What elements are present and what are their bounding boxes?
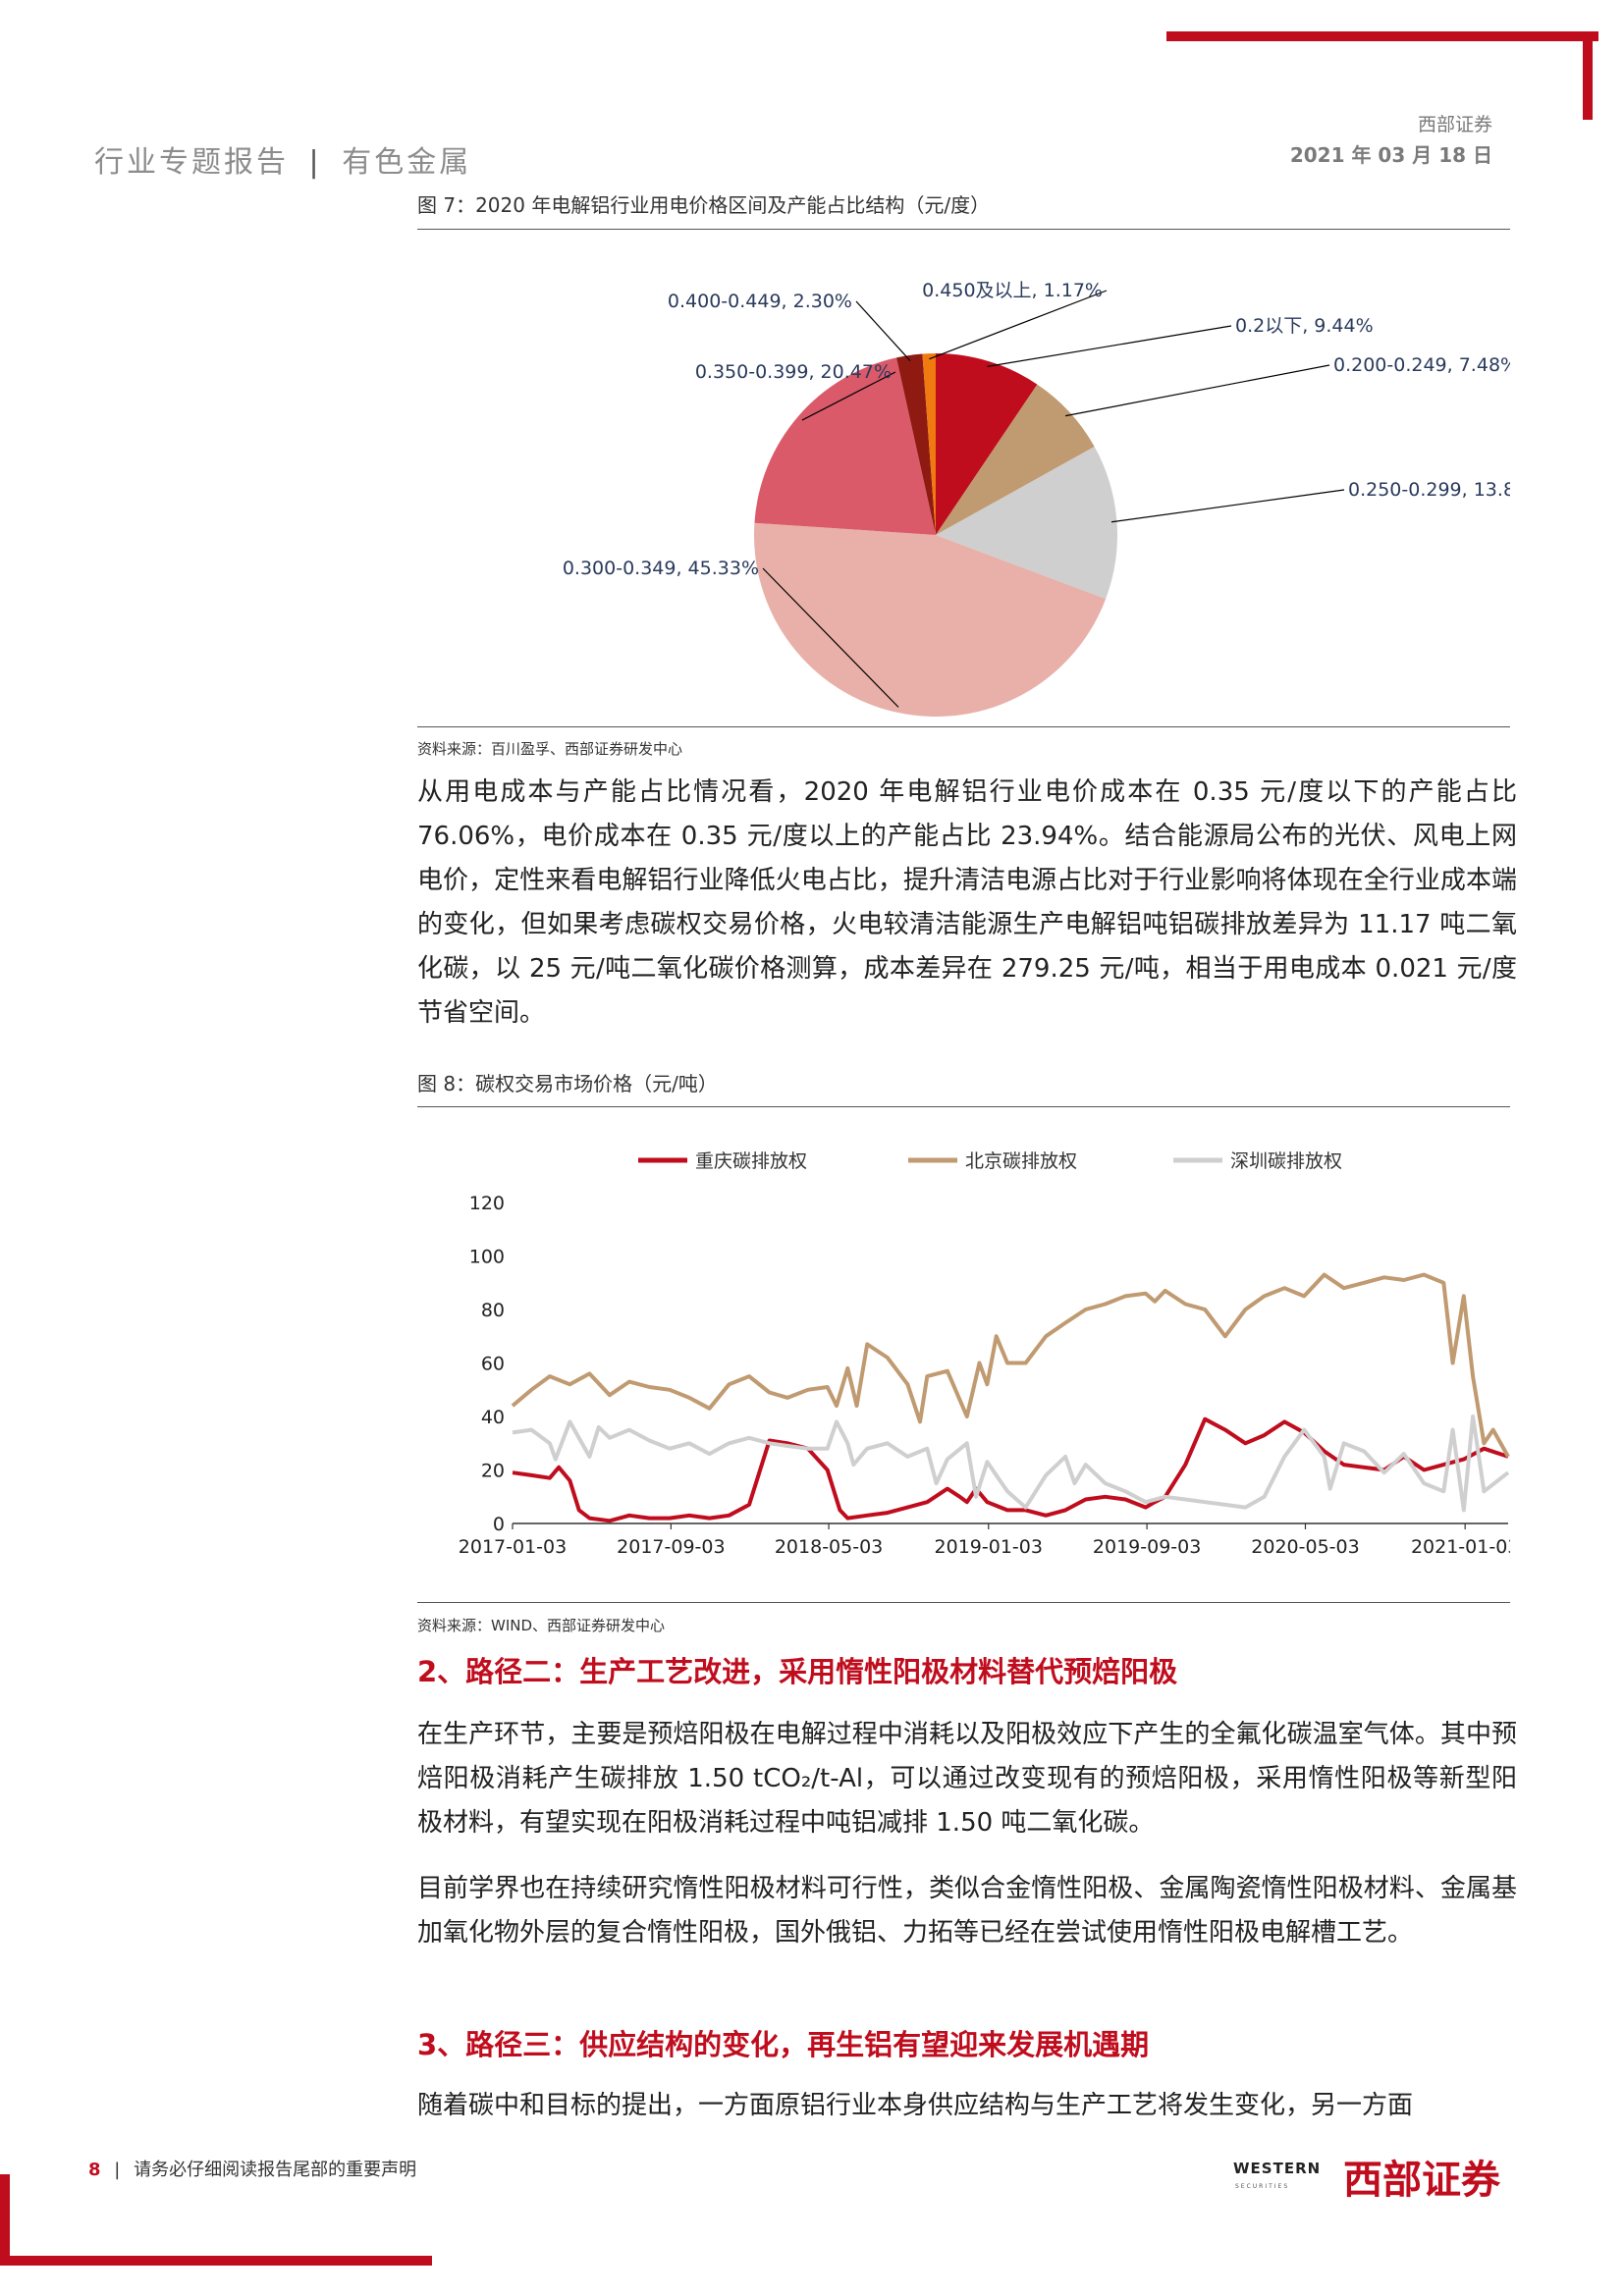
series-line-1	[511, 1272, 1510, 1458]
section3-heading: 3、路径三：供应结构的变化，再生铝有望迎来发展机遇期	[417, 2028, 1150, 2061]
industry-name: 有色金属	[342, 145, 472, 180]
series-line-0	[512, 1416, 1509, 1523]
pie-slice-6	[922, 353, 936, 535]
y-tick-label: 0	[493, 1514, 505, 1535]
pie-label-2: 0.250-0.299, 13.81%	[1348, 479, 1510, 501]
x-tick-label: 2017-09-03	[617, 1536, 725, 1558]
page-number: 8	[88, 2160, 101, 2180]
y-tick-label: 80	[481, 1300, 505, 1321]
paragraph-research: 目前学界也在持续研究惰性阳极材料可行性，类似合金惰性阳极、金属陶瓷惰性阳极材料、…	[417, 1867, 1517, 1955]
report-date: 2021 年 03 月 18 日	[1289, 143, 1492, 167]
y-tick-label: 60	[481, 1354, 505, 1375]
x-tick-label: 2019-09-03	[1093, 1536, 1201, 1558]
pie-slice-3	[754, 522, 1107, 717]
pie-slice-4	[754, 357, 936, 535]
pie-leader-line-3	[762, 567, 899, 708]
series-line-2	[512, 1415, 1510, 1513]
y-tick-label: 20	[481, 1461, 505, 1482]
paragraph-supply: 随着碳中和目标的提出，一方面原铝行业本身供应结构与生产工艺将发生变化，另一方面	[417, 2084, 1517, 2128]
figure7-source: 资料来源：百川盈孚、西部证券研发中心	[417, 740, 683, 758]
corner-accent-top	[1166, 31, 1598, 41]
pie-leader-line-6	[929, 290, 1108, 360]
pie-slice-2	[936, 447, 1117, 600]
pie-leader-line-2	[1110, 489, 1345, 523]
pie-label-6: 0.450及以上, 1.17%	[922, 280, 1103, 301]
section2-heading: 2、路径二：生产工艺改进，采用惰性阳极材料替代预焙阳极	[417, 1655, 1178, 1688]
company-name: 西部证券	[1417, 114, 1492, 135]
report-type: 行业专题报告	[94, 145, 289, 180]
x-tick-label: 2021-01-03	[1411, 1536, 1510, 1558]
paragraph-text: 目前学界也在持续研究惰性阳极材料可行性，类似合金惰性阳极、金属陶瓷惰性阳极材料、…	[417, 1874, 1517, 1948]
pie-leader-line-0	[987, 325, 1232, 367]
pie-leader-line-4	[801, 371, 896, 421]
pie-label-3: 0.300-0.349, 45.33%	[563, 558, 759, 579]
paragraph-power-cost: 从用电成本与产能占比情况看，2020 年电解铝行业电价成本在 0.35 元/度以…	[417, 771, 1517, 1036]
pie-label-0: 0.2以下, 9.44%	[1235, 315, 1374, 337]
pie-leader-line-5	[855, 300, 911, 361]
pie-label-5: 0.400-0.449, 2.30%	[668, 291, 852, 312]
corner-accent-bottom	[0, 2256, 432, 2266]
legend-label-0: 重庆碳排放权	[695, 1150, 807, 1172]
footer-notice: 8 | 请务必仔细阅读报告尾部的重要声明	[88, 2156, 416, 2181]
x-tick-label: 2017-01-03	[459, 1536, 567, 1558]
x-tick-label: 2020-05-03	[1251, 1536, 1359, 1558]
legend-label-1: 北京碳排放权	[965, 1150, 1077, 1172]
paragraph-inert-anode: 在生产环节，主要是预焙阳极在电解过程中消耗以及阳极效应下产生的全氟化碳温室气体。…	[417, 1713, 1517, 1845]
disclaimer-text: 请务必仔细阅读报告尾部的重要声明	[134, 2160, 417, 2180]
y-tick-label: 120	[469, 1193, 505, 1214]
x-tick-label: 2019-01-03	[935, 1536, 1043, 1558]
corner-accent-top-vertical	[1583, 31, 1593, 120]
logo-english-sub: SECURITIES	[1235, 2183, 1290, 2190]
x-tick-label: 2018-05-03	[775, 1536, 883, 1558]
pie-leader-line-1	[1065, 364, 1330, 417]
figure8-source: 资料来源：WIND、西部证券研发中心	[417, 1617, 666, 1634]
figure8-top-rule	[417, 1106, 1510, 1107]
figure7-pie-chart: 0.2以下, 9.44% 0.200-0.249, 7.48% 0.250-0.29…	[563, 280, 1510, 717]
figure8-line-chart: 重庆碳排放权 北京碳排放权 深圳碳排放权 0 20 40 60 80 100 120 2017-…	[459, 1150, 1510, 1558]
corner-accent-bottom-vertical	[0, 2174, 10, 2266]
figure7-bottom-rule	[417, 726, 1510, 727]
header-separator: |	[308, 145, 322, 180]
figure7-top-rule	[417, 229, 1510, 230]
y-tick-label: 100	[469, 1247, 505, 1268]
pie-slice-0	[936, 353, 1038, 535]
pie-slice-1	[936, 384, 1095, 535]
pie-label-4: 0.350-0.399, 20.47%	[695, 361, 892, 383]
footer-separator: |	[114, 2160, 121, 2180]
pie-slice-5	[895, 353, 936, 535]
pie-label-1: 0.200-0.249, 7.48%	[1333, 354, 1510, 376]
paragraph-text: 在生产环节，主要是预焙阳极在电解过程中消耗以及阳极效应下产生的全氟化碳温室气体。…	[417, 1720, 1517, 1838]
logo-english: WESTERN	[1233, 2160, 1322, 2177]
logo-chinese: 西部证券	[1343, 2158, 1500, 2203]
figure8-title: 图 8：碳权交易市场价格（元/吨）	[417, 1072, 718, 1095]
paragraph-text: 从用电成本与产能占比情况看，2020 年电解铝行业电价成本在 0.35 元/度以…	[417, 777, 1517, 1028]
figure7-title: 图 7：2020 年电解铝行业用电价格区间及产能占比结构（元/度）	[417, 193, 991, 217]
legend-label-2: 深圳碳排放权	[1230, 1150, 1342, 1172]
figure8-bottom-rule	[417, 1602, 1510, 1603]
report-header: 行业专题报告 | 有色金属	[94, 137, 471, 181]
paragraph-text: 随着碳中和目标的提出，一方面原铝行业本身供应结构与生产工艺将发生变化，另一方面	[417, 2091, 1414, 2120]
y-tick-label: 40	[481, 1407, 505, 1428]
